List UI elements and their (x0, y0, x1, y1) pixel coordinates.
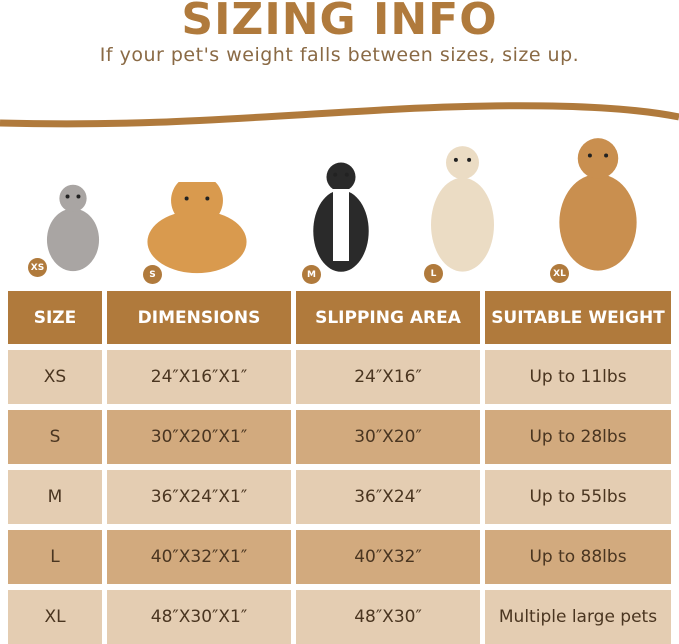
table-cell: L (8, 530, 102, 584)
page-title: SIZING INFO (181, 0, 498, 45)
subtitle: If your pet's weight falls between sizes… (99, 44, 580, 66)
column-header: SIZE (8, 291, 102, 344)
table-cell: XL (8, 590, 102, 644)
wave-divider (0, 102, 679, 128)
size-badge-xl: XL (550, 264, 569, 283)
table-cell: 48″X30″ (296, 590, 480, 644)
border-collie-image (313, 162, 369, 272)
size-badge-xs: XS (28, 258, 47, 277)
table-cell: Multiple large pets (485, 590, 671, 644)
golden-retriever-image (559, 138, 637, 271)
table-cell: Up to 28lbs (485, 410, 671, 464)
table-cell: 40″X32″X1″ (107, 530, 291, 584)
table-cell: 36″X24″X1″ (107, 470, 291, 524)
column-header: SUITABLE WEIGHT (485, 291, 671, 344)
table-cell: 40″X32″ (296, 530, 480, 584)
size-badge-l: L (424, 264, 443, 283)
corgi-image (147, 182, 247, 274)
table-cell: XS (8, 350, 102, 404)
table-cell: Up to 11lbs (485, 350, 671, 404)
table-cell: 30″X20″X1″ (107, 410, 291, 464)
table-cell: Up to 88lbs (485, 530, 671, 584)
cat-image (46, 184, 100, 272)
size-badge-m: M (302, 265, 321, 284)
table-cell: 24″X16″X1″ (107, 350, 291, 404)
table-cell: S (8, 410, 102, 464)
table-cell: 30″X20″ (296, 410, 480, 464)
table-cell: 36″X24″ (296, 470, 480, 524)
table-cell: M (8, 470, 102, 524)
column-header: SLIPPING AREA (296, 291, 480, 344)
column-header: DIMENSIONS (107, 291, 291, 344)
white-golden-retriever-image (431, 146, 494, 272)
table-cell: 24″X16″ (296, 350, 480, 404)
table-cell: 48″X30″X1″ (107, 590, 291, 644)
table-cell: Up to 55lbs (485, 470, 671, 524)
size-badge-s: S (143, 265, 162, 284)
